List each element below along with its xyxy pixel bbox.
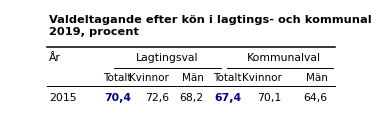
Text: 70,4: 70,4 bbox=[105, 93, 132, 103]
Text: 2015: 2015 bbox=[49, 93, 77, 103]
Text: Totalt: Totalt bbox=[103, 73, 132, 82]
Text: Kvinnor: Kvinnor bbox=[129, 73, 169, 82]
Text: 72,6: 72,6 bbox=[145, 93, 169, 103]
Text: Lagtingsval: Lagtingsval bbox=[136, 52, 199, 62]
Text: Valdeltagande efter kön i lagtings- och kommunalvalen 2015 och
2019, procent: Valdeltagande efter kön i lagtings- och … bbox=[49, 15, 372, 36]
Text: Kvinnor: Kvinnor bbox=[241, 73, 282, 82]
Text: Totalt: Totalt bbox=[213, 73, 241, 82]
Text: 64,6: 64,6 bbox=[304, 93, 328, 103]
Text: 68,2: 68,2 bbox=[180, 93, 203, 103]
Text: 70,1: 70,1 bbox=[257, 93, 282, 103]
Text: Män: Män bbox=[306, 73, 328, 82]
Text: 67,4: 67,4 bbox=[214, 93, 241, 103]
Text: Kommunalval: Kommunalval bbox=[247, 52, 321, 62]
Text: Män: Män bbox=[182, 73, 203, 82]
Text: År: År bbox=[49, 52, 61, 62]
